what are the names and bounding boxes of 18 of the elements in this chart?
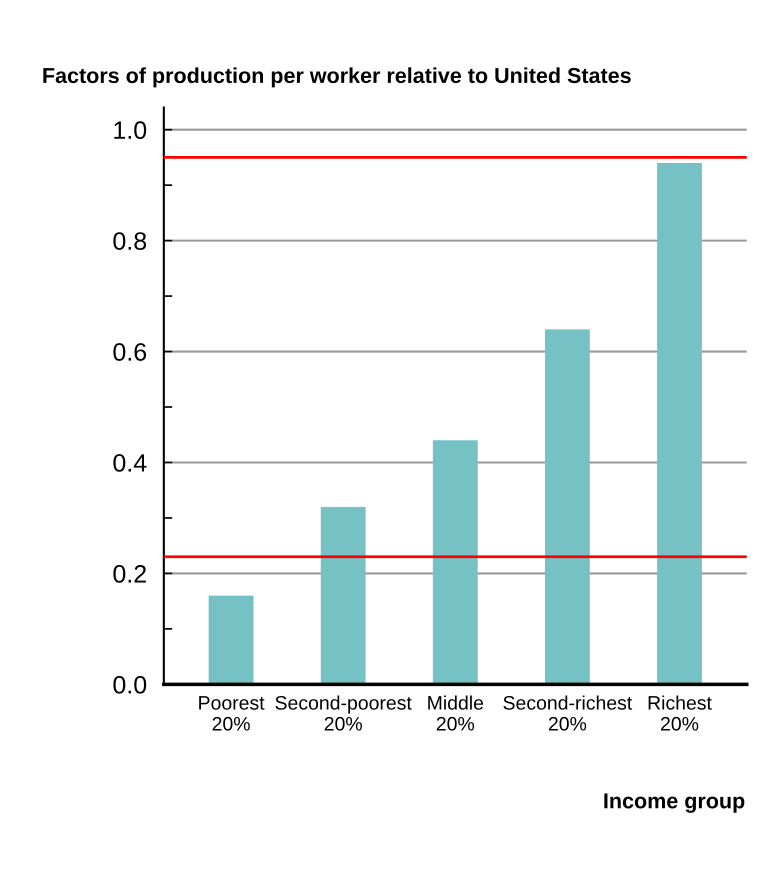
x-tick-label: Second-richest 20% — [503, 695, 632, 731]
y-tick-label: 0.6 — [113, 343, 146, 361]
x-tick-label: Middle 20% — [428, 695, 484, 731]
x-axis-title: Income group — [604, 793, 744, 813]
bar — [320, 506, 366, 684]
x-tick-label: Poorest 20% — [199, 696, 264, 731]
y-tick-label: 0.4 — [113, 454, 146, 472]
chart-title: Factors of production per worker relative to United States — [43, 67, 631, 88]
bar — [208, 596, 254, 684]
bar — [657, 162, 702, 684]
y-tick-label: 0.8 — [113, 232, 146, 250]
x-tick-label: Richest 20% — [648, 695, 712, 731]
bar — [544, 329, 590, 684]
bar — [432, 440, 478, 684]
text: 1.0 — [114, 121, 146, 139]
y-tick-label: 0.2 — [113, 565, 146, 583]
x-tick-label: Second-poorest 20% — [275, 695, 412, 731]
text: 0.0 — [113, 676, 146, 694]
